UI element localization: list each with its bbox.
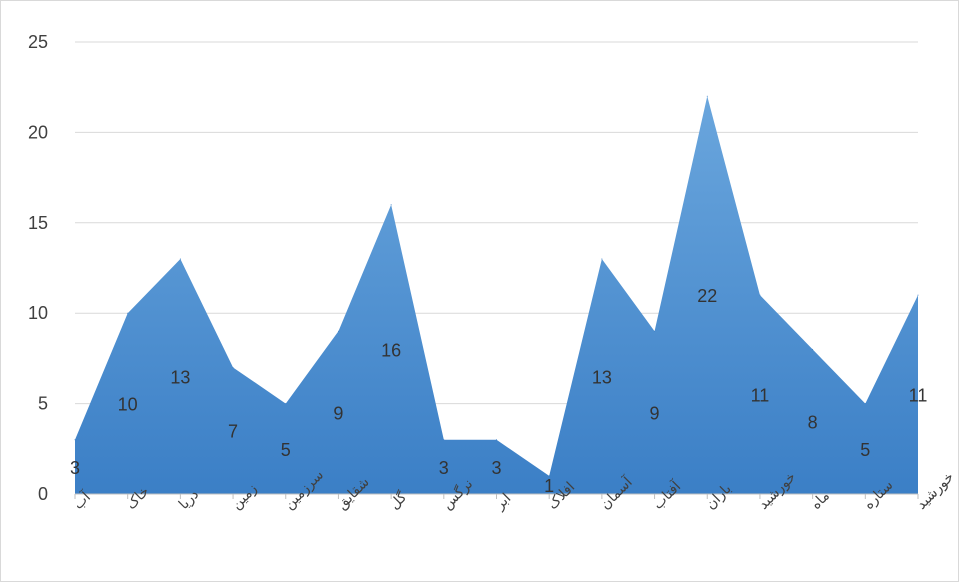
y-tick-label: 15 [28,213,48,233]
data-label: 10 [118,395,138,415]
data-point [812,348,814,350]
data-label: 7 [228,422,238,442]
data-point [179,258,181,260]
data-label: 9 [650,404,660,424]
data-label: 5 [281,440,291,460]
data-label: 11 [751,386,770,406]
data-point [232,366,234,368]
data-point [548,475,550,477]
data-point [917,294,919,296]
data-label: 8 [808,413,818,433]
data-label: 1 [544,476,554,496]
data-label: 3 [439,458,449,478]
data-point [601,258,603,260]
data-label: 5 [860,440,870,460]
data-labels: 3 10 13 7 5 9 16 3 3 1 13 9 22 11 8 5 11 [70,286,927,496]
data-label: 13 [592,367,612,387]
data-label: 3 [70,458,80,478]
data-label: 11 [909,386,928,406]
y-tick-label: 0 [38,484,48,504]
data-point [127,312,129,314]
y-axis: 0 5 10 15 20 25 [28,32,48,504]
data-point [759,294,761,296]
y-tick-label: 10 [28,303,48,323]
y-tick-label: 25 [28,32,48,52]
data-point [74,439,76,441]
y-tick-label: 20 [28,122,48,142]
data-point [496,439,497,441]
data-label: 22 [697,286,717,306]
series-area [74,95,919,495]
data-point [706,95,708,97]
data-label: 3 [491,458,501,478]
data-label: 16 [381,340,401,360]
series-area-fill [75,96,918,495]
data-point [864,403,866,405]
data-point [443,439,445,441]
data-label: 9 [333,404,343,424]
data-point [337,330,339,332]
y-tick-label: 5 [38,394,48,414]
data-point [285,403,287,405]
data-point [390,204,392,206]
data-label: 13 [170,367,190,387]
data-point [654,330,656,332]
